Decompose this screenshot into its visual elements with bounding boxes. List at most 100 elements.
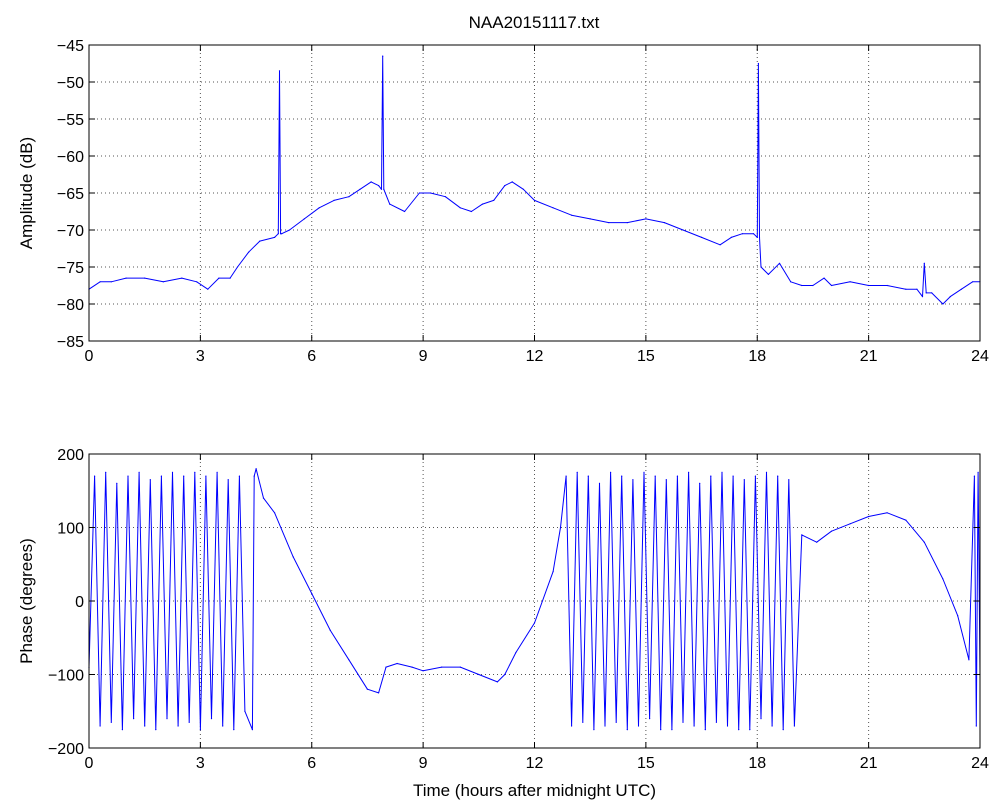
data-point [715, 721, 718, 723]
data-point [849, 281, 851, 283]
data-point [227, 479, 229, 481]
data-point [552, 571, 554, 573]
data-point [916, 288, 918, 290]
data-point [318, 207, 320, 209]
y-axis-title: Phase (degrees) [17, 538, 36, 664]
data-point [587, 475, 589, 477]
data-point [194, 471, 196, 473]
data-point [738, 729, 740, 731]
data-point [654, 475, 656, 477]
data-point [229, 277, 231, 279]
data-point [758, 236, 761, 238]
data-point [404, 210, 406, 213]
data-point [385, 666, 387, 668]
data-point [682, 229, 684, 231]
data-point [253, 475, 255, 477]
data-point [162, 281, 164, 283]
data-point [571, 214, 573, 216]
data-point [218, 277, 220, 279]
y-tick-label: −100 [48, 668, 84, 685]
data-point [478, 673, 480, 676]
data-point [359, 188, 361, 190]
data-point [610, 471, 612, 473]
data-point [280, 233, 282, 235]
data-point [645, 218, 647, 220]
data-point [699, 482, 701, 484]
data-point [752, 233, 755, 235]
data-point [598, 482, 601, 484]
y-tick-label: −75 [57, 260, 84, 277]
data-point [949, 296, 951, 298]
x-tick-label: 9 [419, 755, 428, 772]
data-point [816, 541, 818, 543]
data-point [730, 236, 732, 238]
data-point [732, 475, 734, 477]
data-point [626, 222, 628, 224]
data-point [116, 482, 118, 484]
data-point [972, 281, 974, 283]
x-tick-label: 3 [196, 755, 205, 772]
data-point [244, 710, 246, 712]
data-point [921, 296, 924, 298]
data-point [171, 471, 174, 473]
data-point [459, 207, 461, 209]
data-point [236, 266, 239, 268]
data-point [790, 281, 792, 283]
data-point [886, 284, 888, 287]
data-point [771, 725, 773, 727]
data-point [481, 203, 484, 205]
data-point [255, 468, 257, 470]
data-point [571, 725, 573, 727]
data-point [288, 229, 291, 231]
data-point [643, 471, 645, 473]
data-point [649, 718, 651, 720]
y-tick-label: −45 [57, 38, 84, 55]
data-point [378, 185, 380, 187]
data-point [849, 523, 851, 525]
data-point [459, 666, 461, 668]
x-tick-label: 15 [637, 348, 655, 365]
data-point [760, 266, 762, 268]
data-point [576, 471, 578, 473]
data-point [676, 475, 679, 477]
data-point [99, 281, 101, 283]
x-tick-label: 18 [748, 755, 766, 772]
data-point [144, 277, 146, 279]
data-point [233, 729, 235, 731]
data-point [710, 475, 712, 477]
x-tick-label: 12 [526, 755, 544, 772]
data-point [166, 718, 168, 720]
data-point [754, 475, 757, 477]
data-point [382, 55, 384, 57]
data-point [931, 292, 933, 294]
data-point [383, 188, 385, 190]
data-point [181, 277, 183, 279]
data-point [303, 218, 305, 220]
data-point [277, 233, 279, 235]
data-point [262, 497, 265, 499]
data-point [719, 244, 721, 246]
data-point [348, 196, 350, 198]
data-point [125, 277, 127, 279]
data-point [274, 512, 276, 514]
data-point [207, 288, 209, 290]
data-point [830, 284, 833, 287]
data-point [778, 262, 781, 264]
data-point [767, 273, 770, 275]
x-tick-label: 12 [526, 348, 544, 365]
data-point [138, 471, 140, 473]
data-point [205, 475, 207, 477]
data-point [94, 475, 96, 477]
data-point [632, 479, 634, 481]
x-tick-label: 3 [196, 348, 205, 365]
x-tick-label: 9 [419, 348, 428, 365]
data-point [777, 475, 779, 477]
data-point [593, 729, 595, 731]
data-point [511, 181, 513, 183]
data-point [199, 729, 201, 731]
data-point [105, 471, 107, 473]
data-point [422, 670, 424, 672]
x-tick-label: 15 [637, 755, 655, 772]
data-point [582, 721, 584, 723]
data-point [663, 222, 666, 224]
